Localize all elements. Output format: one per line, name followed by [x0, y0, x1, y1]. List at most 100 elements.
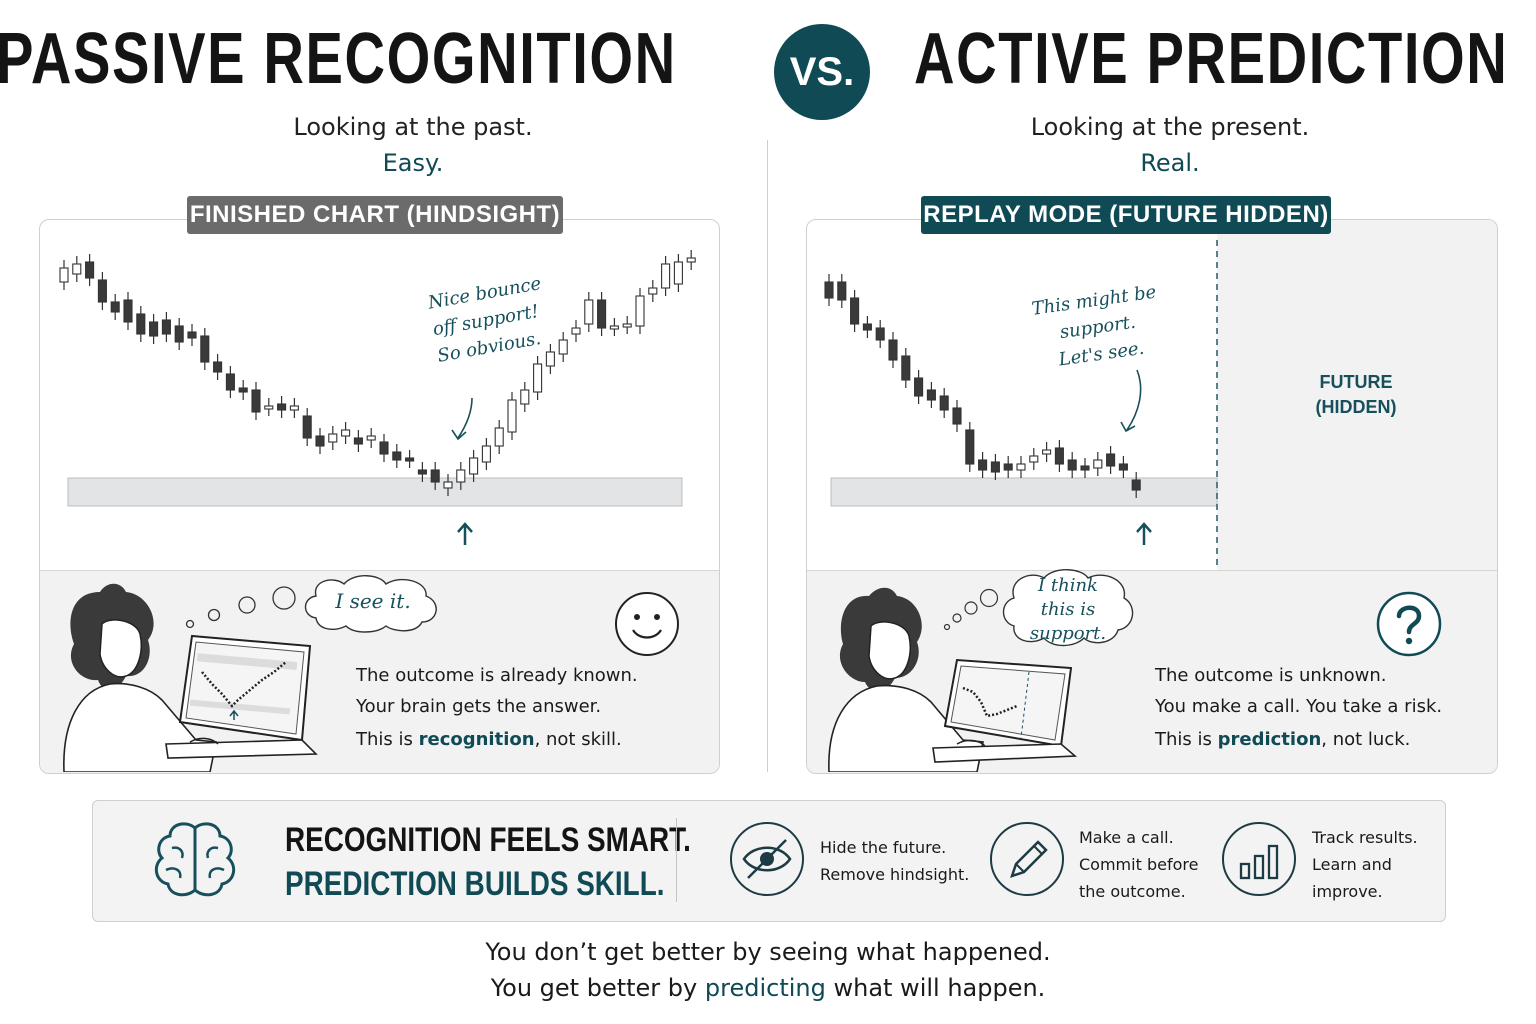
- candle: [1106, 453, 1116, 467]
- candle: [571, 327, 581, 335]
- closing-line1: You don’t get better by seeing what happ…: [485, 938, 1051, 966]
- slogan: RECOGNITION FEELS SMART. PREDICTION BUIL…: [285, 818, 691, 906]
- candle: [584, 299, 594, 325]
- tip-line: Track results.: [1312, 828, 1418, 847]
- candle: [110, 301, 120, 313]
- candle: [1067, 459, 1077, 471]
- right-line3-post: , not luck.: [1321, 729, 1411, 750]
- candle: [875, 327, 885, 341]
- closing-line2-pre: You get better by: [490, 974, 705, 1002]
- support-zone: [830, 477, 1218, 507]
- candle: [213, 361, 223, 373]
- right-line3-highlight: prediction: [1217, 729, 1322, 750]
- left-line3: This is recognition, not skill.: [356, 724, 716, 755]
- tip-line: Remove hindsight.: [820, 865, 970, 884]
- candle: [888, 339, 898, 361]
- thought-bubble: [304, 575, 437, 633]
- candle: [97, 279, 107, 303]
- candle: [59, 267, 69, 283]
- candle: [622, 323, 632, 328]
- candle: [251, 389, 261, 413]
- candle: [353, 437, 363, 445]
- candle: [939, 395, 949, 411]
- closing-line2: You get better by predicting what will h…: [0, 974, 1536, 1002]
- tip-track-results: Track results. Learn and improve.: [1312, 824, 1418, 905]
- bar-chart-icon: [1222, 822, 1296, 896]
- thought-bubble: [1002, 569, 1134, 647]
- thought-text: I think this is support.: [998, 574, 1138, 646]
- candle: [520, 389, 530, 405]
- right-candlestick-chart: [824, 240, 1218, 570]
- left-line3-highlight: recognition: [418, 729, 535, 750]
- candle: [289, 405, 299, 411]
- candle: [965, 429, 975, 465]
- question-mark-icon: [1376, 591, 1442, 657]
- curved-arrow-icon: [1120, 369, 1142, 433]
- right-title: ACTIVE PREDICTION: [914, 19, 1509, 99]
- candle: [862, 323, 872, 331]
- candle: [914, 377, 924, 397]
- candle: [1080, 465, 1090, 471]
- candle: [456, 469, 466, 483]
- thought-line: I think: [1038, 575, 1098, 596]
- candle: [136, 313, 146, 335]
- slogan-line2: PREDICTION BUILDS SKILL.: [285, 865, 665, 903]
- future-label-line: (HIDDEN): [1315, 397, 1397, 417]
- future-label-line: FUTURE: [1319, 372, 1393, 392]
- candle: [1042, 449, 1052, 455]
- right-line3: This is prediction, not luck.: [1155, 724, 1485, 755]
- right-explanation: The outcome is unknown. You make a call.…: [1155, 660, 1485, 755]
- left-explanation: The outcome is already known. Your brain…: [356, 660, 716, 755]
- candle: [673, 261, 683, 285]
- candle: [558, 339, 568, 355]
- curved-arrow-icon: [451, 397, 473, 441]
- closing-line2-post: what will happen.: [825, 974, 1046, 1002]
- left-tag: FINISHED CHART (HINDSIGHT): [187, 196, 563, 234]
- right-candles: [824, 274, 1141, 498]
- candle: [302, 415, 312, 439]
- thought-text: I see it.: [335, 589, 411, 613]
- eye-slash-icon: [730, 822, 804, 896]
- candle: [161, 319, 171, 335]
- left-line2: Your brain gets the answer.: [356, 696, 602, 717]
- thought-line: support.: [1029, 623, 1107, 644]
- candle: [328, 433, 338, 443]
- closing-line2-highlight: predicting: [704, 974, 826, 1002]
- candle: [1118, 463, 1128, 471]
- candle: [341, 429, 351, 437]
- candle: [469, 457, 479, 475]
- future-hidden-area: [1217, 220, 1497, 570]
- brain-icon: [154, 822, 236, 897]
- candle: [901, 355, 911, 381]
- candle: [824, 281, 834, 299]
- candle: [315, 435, 325, 447]
- candle: [926, 389, 936, 401]
- right-tag: REPLAY MODE (FUTURE HIDDEN): [921, 196, 1331, 234]
- tip-line: Make a call.: [1079, 828, 1174, 847]
- left-title: PASSIVE RECOGNITION: [0, 19, 677, 99]
- candle: [405, 457, 415, 462]
- candle: [1029, 455, 1039, 463]
- tip-hide-future: Hide the future. Remove hindsight.: [820, 834, 969, 888]
- support-zone: [67, 477, 683, 507]
- left-candlestick-chart: [59, 250, 696, 545]
- right-line1: The outcome is unknown.: [1155, 665, 1387, 686]
- candle: [609, 325, 619, 330]
- candle: [533, 363, 543, 393]
- candle: [635, 295, 645, 327]
- candle: [990, 461, 1000, 473]
- candle: [850, 297, 860, 325]
- candle: [187, 331, 197, 339]
- up-arrow-icon: [457, 522, 473, 545]
- candle: [417, 469, 427, 475]
- candle: [494, 427, 504, 447]
- candle: [1131, 479, 1141, 491]
- candle: [545, 351, 555, 367]
- up-arrow-icon: [1136, 522, 1152, 545]
- candle: [1093, 459, 1103, 469]
- left-line3-pre: This is: [356, 729, 419, 750]
- candle: [264, 405, 274, 410]
- person-at-laptop-left: [63, 583, 318, 772]
- tip-line: the outcome.: [1079, 882, 1186, 901]
- person-at-laptop-right: [828, 587, 1078, 772]
